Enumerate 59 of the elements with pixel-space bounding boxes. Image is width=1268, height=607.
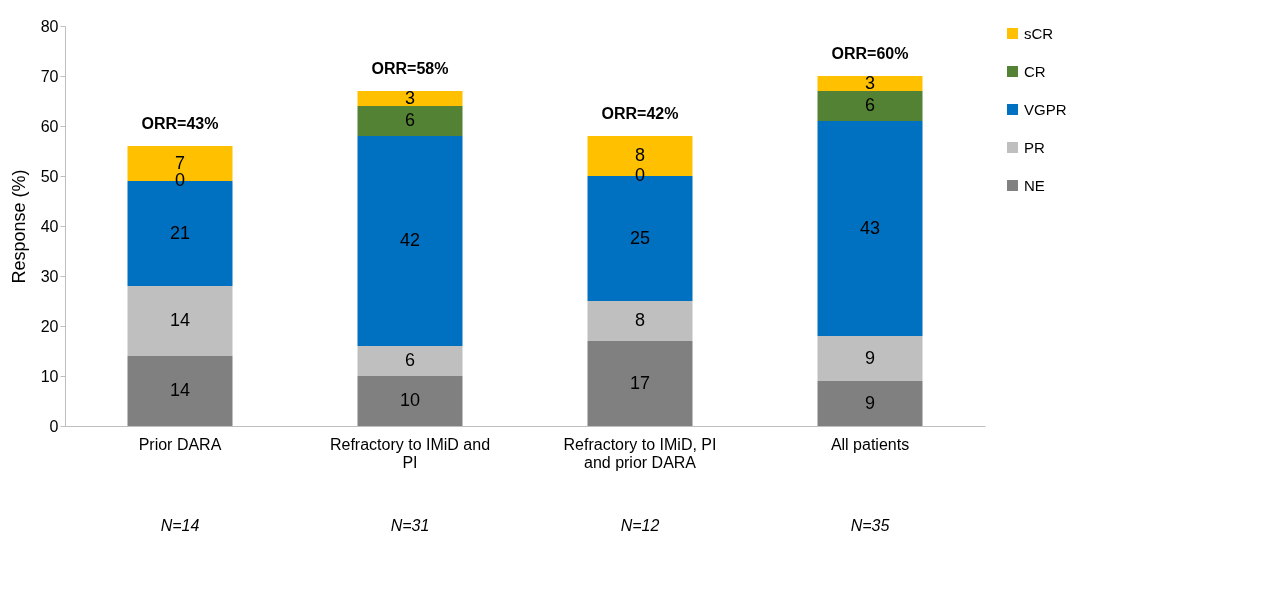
annotation: ORR=58% xyxy=(371,60,449,77)
bar xyxy=(817,76,923,91)
data-label: 6 xyxy=(864,95,876,115)
data-label: 17 xyxy=(629,372,651,393)
y-tick-label: 0 xyxy=(49,417,59,435)
data-label: 9 xyxy=(864,392,876,413)
y-tick-label: 30 xyxy=(40,267,59,285)
data-label: 43 xyxy=(859,217,881,238)
data-label: 8 xyxy=(634,145,646,165)
x-tick-label: Refractory to IMiD, PI and prior DARA xyxy=(563,435,717,471)
y-tick-label: 40 xyxy=(40,217,59,235)
x-tick-label: Refractory to IMiD and PI xyxy=(329,435,491,471)
bar xyxy=(817,381,923,426)
y-tick-label: 70 xyxy=(40,67,59,85)
bar xyxy=(587,341,693,426)
y-axis-title: Response (%) xyxy=(8,169,29,284)
y-tick-label: 50 xyxy=(40,167,59,185)
legend-label: PR xyxy=(1024,138,1045,156)
data-label: 6 xyxy=(404,350,416,370)
data-label: 14 xyxy=(169,310,191,330)
text: N=31 xyxy=(390,517,430,534)
data-label: 8 xyxy=(634,310,646,330)
bar xyxy=(817,91,923,121)
x-tick-label: All patients xyxy=(830,435,910,453)
data-label: 21 xyxy=(169,222,191,243)
bar xyxy=(127,356,233,426)
legend-label: sCR xyxy=(1024,24,1054,42)
x-tick-label: Prior DARA xyxy=(138,435,222,453)
bar xyxy=(357,136,463,346)
y-tick-label: 60 xyxy=(40,117,59,135)
bar xyxy=(127,286,233,356)
legend-label: NE xyxy=(1024,176,1045,194)
data-label: 7 xyxy=(174,152,186,173)
y-tick-label: 20 xyxy=(40,317,59,335)
data-label: 3 xyxy=(864,72,876,93)
data-label: 9 xyxy=(864,347,876,368)
annotation: ORR=60% xyxy=(831,45,909,62)
annotation: ORR=43% xyxy=(141,115,219,132)
data-label: 25 xyxy=(629,227,651,248)
data-label: 3 xyxy=(404,87,416,108)
data-label: 42 xyxy=(399,230,421,250)
text: N=12 xyxy=(620,517,660,534)
data-label: 14 xyxy=(169,380,191,400)
text: N=14 xyxy=(160,517,200,534)
bar xyxy=(357,346,463,376)
bar xyxy=(817,336,923,381)
y-tick-label: 10 xyxy=(40,367,59,385)
bar xyxy=(817,121,923,336)
legend-label: CR xyxy=(1024,62,1046,80)
data-label: 6 xyxy=(404,110,416,130)
text: N=35 xyxy=(850,517,890,534)
legend-label: VGPR xyxy=(1024,100,1067,118)
bar xyxy=(357,106,463,136)
bar xyxy=(587,301,693,341)
data-label: 10 xyxy=(399,390,421,410)
annotation: ORR=42% xyxy=(601,105,679,122)
bar xyxy=(357,376,463,426)
y-tick-label: 80 xyxy=(40,17,59,35)
bar xyxy=(357,91,463,106)
